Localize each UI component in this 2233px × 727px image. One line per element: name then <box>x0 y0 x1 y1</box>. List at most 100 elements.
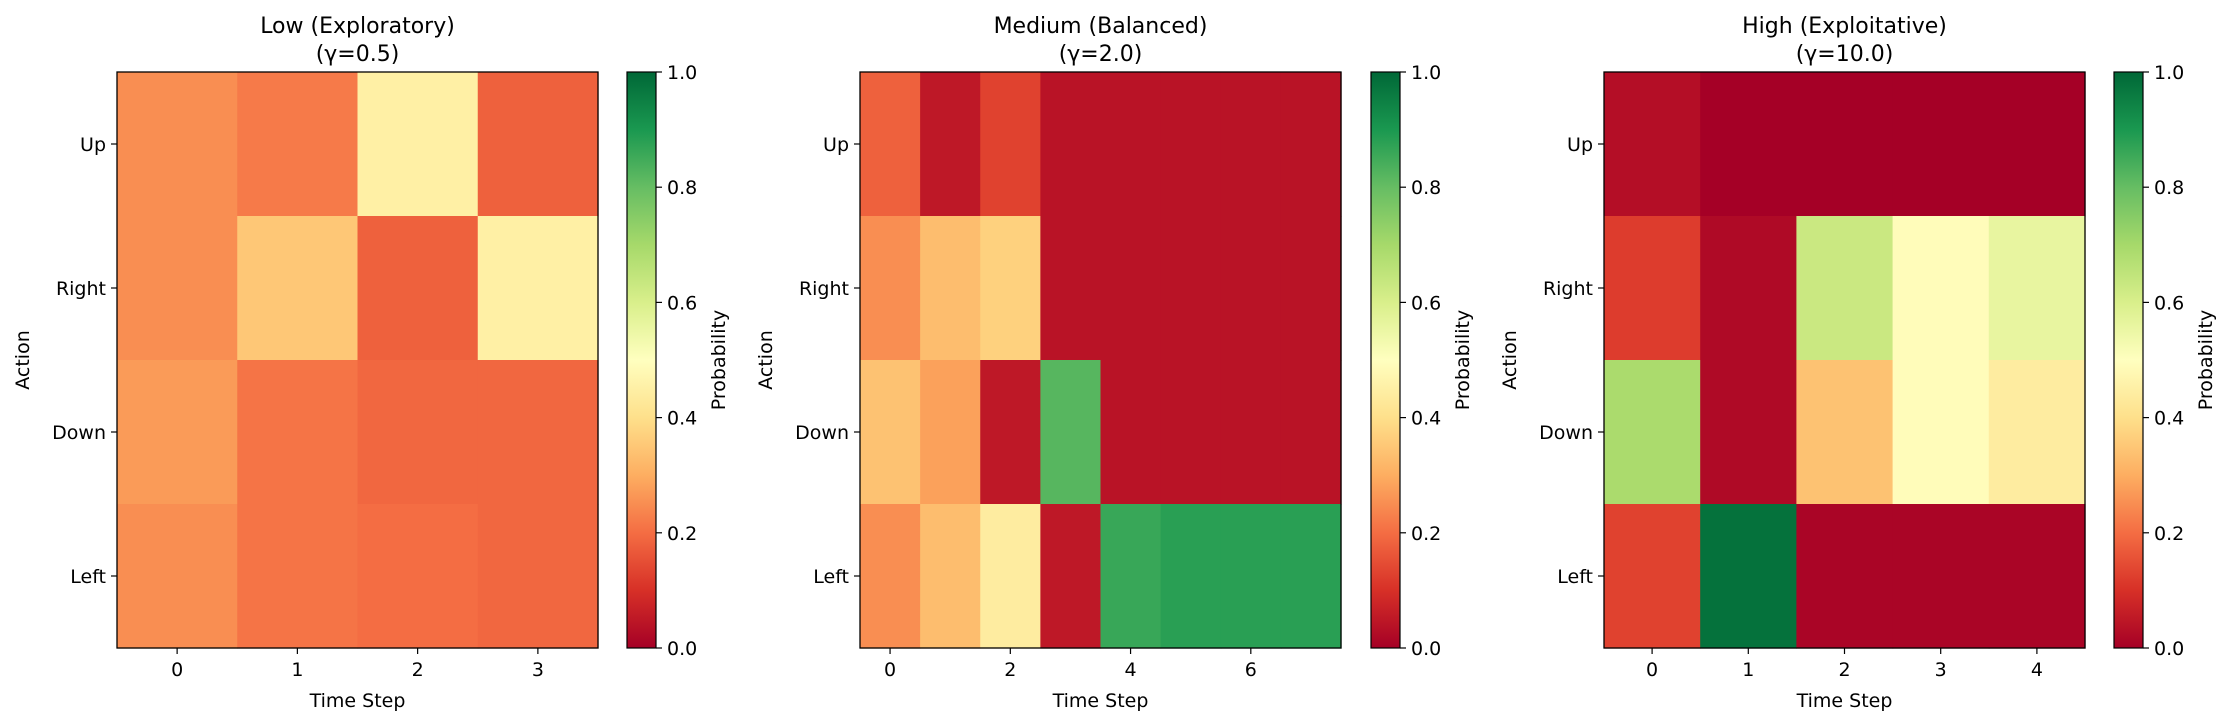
x-tick-label: 2 <box>1004 659 1016 681</box>
heatmap-cell <box>1160 216 1222 361</box>
plot-frame <box>859 71 1342 649</box>
colorbar-tick-label: 0.4 <box>667 408 697 430</box>
heatmap-cell <box>477 216 599 361</box>
heatmap-cell <box>1988 504 2086 649</box>
chart-title: High (Exploitative) <box>1742 14 1947 39</box>
heatmap-cell <box>237 360 359 505</box>
heatmap-cell <box>860 504 921 649</box>
heatmap-cell <box>1604 72 1701 217</box>
heatmap-panel-1: Medium (Balanced) (γ=2.0) Up Right Down Left 0… <box>755 14 1474 712</box>
colorbar-label: Probability <box>2195 310 2217 410</box>
x-axis-label: Time Step <box>1052 690 1149 712</box>
heatmap-cell <box>357 504 479 649</box>
y-tick-label: Down <box>795 422 849 444</box>
heatmap-cell <box>1892 504 1990 649</box>
x-tick-label: 4 <box>2031 659 2043 681</box>
heatmap-cell <box>1604 504 1701 649</box>
colorbar-tick-label: 0.0 <box>667 638 697 660</box>
heatmap-cell <box>980 216 1041 361</box>
heatmap-cell <box>1100 360 1162 505</box>
colorbar-tick-label: 0.8 <box>2154 177 2184 199</box>
chart-title: Medium (Balanced) <box>994 14 1208 39</box>
heatmap-cell <box>980 360 1041 505</box>
heatmap-cell <box>1796 216 1894 361</box>
heatmap-cell <box>860 72 921 217</box>
heatmap-cell <box>1220 72 1282 217</box>
heatmap-cell <box>1280 360 1342 505</box>
heatmap-cell <box>1892 216 1990 361</box>
heatmap-panel-2: High (Exploitative) (γ=10.0) Up Right Down Le… <box>1499 14 2217 712</box>
heatmap-cell <box>357 216 479 361</box>
heatmap-cell <box>237 216 359 361</box>
y-tick-label: Up <box>80 134 106 156</box>
colorbar-tick-label: 0.6 <box>2154 292 2184 314</box>
heatmap-cell <box>1280 216 1342 361</box>
heatmap-cell <box>477 360 599 505</box>
chart-subtitle: (γ=10.0) <box>1796 42 1894 67</box>
heatmap-cell <box>1796 504 1894 649</box>
heatmap-cell <box>1100 72 1162 217</box>
x-tick-label: 2 <box>1838 659 1850 681</box>
y-tick-label: Right <box>799 278 849 300</box>
colorbar-tick-label: 0.2 <box>1411 523 1441 545</box>
heatmap-cell <box>1988 360 2086 505</box>
heatmap-cell <box>980 72 1041 217</box>
heatmap-cell <box>1892 72 1990 217</box>
heatmap-cell <box>1040 504 1102 649</box>
y-tick-label: Up <box>1567 134 1593 156</box>
heatmap-cell <box>1280 504 1342 649</box>
colorbar-tick-label: 0.2 <box>2154 523 2184 545</box>
y-tick-label: Right <box>1543 278 1593 300</box>
colorbar-label: Probability <box>1452 310 1474 410</box>
colorbar-tick-label: 0.6 <box>1411 292 1441 314</box>
x-tick-label: 2 <box>412 659 424 681</box>
x-tick-label: 3 <box>532 659 544 681</box>
colorbar <box>2113 71 2144 649</box>
heatmap-cell <box>1796 360 1894 505</box>
heatmap-cell <box>1700 360 1797 505</box>
colorbar-tick-label: 0.6 <box>667 292 697 314</box>
colorbar-tick-label: 0.0 <box>1411 638 1441 660</box>
heatmap-cell <box>117 504 238 649</box>
heatmap-cell <box>117 216 238 361</box>
y-axis-label: Action <box>12 330 34 390</box>
colorbar <box>1370 71 1401 649</box>
colorbar-tick-label: 0.8 <box>667 177 697 199</box>
y-axis-label: Action <box>1499 330 1521 390</box>
heatmap-cell <box>1220 216 1282 361</box>
y-tick-label: Left <box>813 566 849 588</box>
x-axis-label: Time Step <box>1796 690 1893 712</box>
heatmap-cell <box>1988 216 2086 361</box>
heatmap-cell <box>477 504 599 649</box>
chart-subtitle: (γ=0.5) <box>316 42 400 67</box>
heatmap-cell <box>920 504 981 649</box>
x-tick-label: 6 <box>1245 659 1257 681</box>
heatmap-cell <box>860 360 921 505</box>
heatmap-cell <box>1604 360 1701 505</box>
x-tick-label: 0 <box>1646 659 1658 681</box>
heatmap-cell <box>920 360 981 505</box>
chart-title: Low (Exploratory) <box>260 14 455 39</box>
x-tick-label: 1 <box>1742 659 1754 681</box>
colorbar-tick-label: 0.2 <box>667 523 697 545</box>
heatmap-cell <box>117 72 238 217</box>
colorbar-tick-label: 0.8 <box>1411 177 1441 199</box>
heatmap-cell <box>1100 216 1162 361</box>
y-tick-label: Right <box>56 278 106 300</box>
x-tick-label: 1 <box>291 659 303 681</box>
colorbar-tick-label: 0.4 <box>2154 408 2184 430</box>
heatmap-cell <box>1040 72 1102 217</box>
heatmap-cell <box>1280 72 1342 217</box>
y-tick-label: Down <box>52 422 106 444</box>
colorbar-tick-label: 1.0 <box>667 62 697 84</box>
heatmap-cell <box>237 72 359 217</box>
x-tick-label: 0 <box>884 659 896 681</box>
chart-subtitle: (γ=2.0) <box>1059 42 1143 67</box>
y-tick-label: Up <box>823 134 849 156</box>
plot-frame <box>116 71 599 649</box>
heatmap-cell <box>117 360 238 505</box>
x-tick-label: 0 <box>171 659 183 681</box>
x-axis-label: Time Step <box>309 690 406 712</box>
colorbar <box>626 71 657 649</box>
